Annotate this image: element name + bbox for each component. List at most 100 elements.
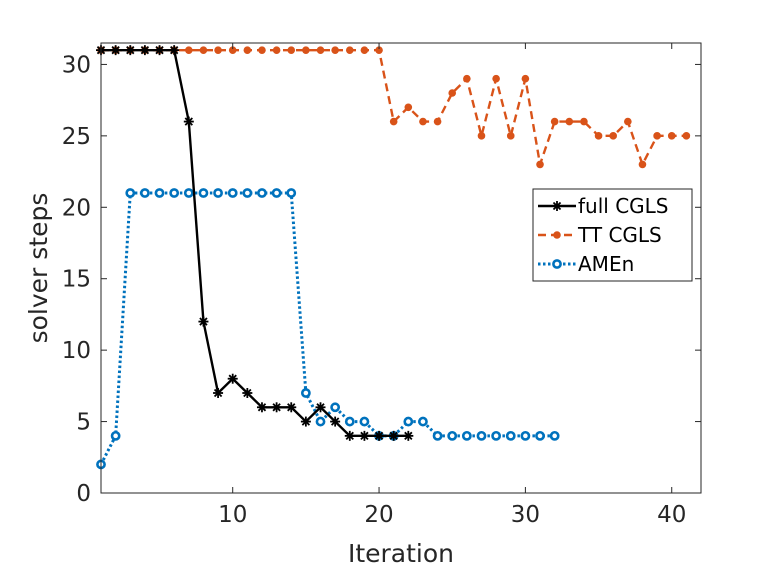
data-point: [110, 430, 121, 441]
data-point: [433, 117, 442, 126]
data-point: [505, 430, 516, 441]
data-point: [624, 117, 632, 126]
y-tick-label: 30: [62, 52, 91, 78]
data-point: [506, 132, 515, 140]
data-point: [638, 160, 647, 169]
data-point: [139, 45, 150, 56]
data-point: [242, 188, 253, 198]
data-point: [419, 117, 427, 126]
data-point: [609, 132, 617, 140]
data-point: [183, 188, 194, 198]
data-point: [213, 388, 224, 398]
data-point: [256, 402, 267, 413]
data-point: [447, 430, 458, 441]
data-point: [330, 402, 341, 413]
data-point: [550, 117, 559, 126]
data-point: [653, 132, 661, 140]
data-point: [125, 45, 136, 56]
data-point: [198, 188, 209, 198]
data-point: [302, 46, 310, 54]
y-tick-label: 15: [62, 267, 91, 293]
data-point: [549, 430, 560, 441]
data-point: [520, 430, 531, 441]
data-point: [477, 132, 486, 140]
data-point: [242, 388, 253, 398]
data-point: [227, 373, 238, 384]
data-point: [594, 132, 603, 140]
data-point: [521, 74, 530, 83]
data-point: [388, 430, 399, 441]
legend-label-tt-cgls: TT CGLS: [577, 223, 662, 247]
data-point: [461, 430, 472, 441]
series-line: [101, 48, 409, 438]
data-point: [403, 416, 414, 427]
data-point: [491, 430, 502, 441]
data-point: [154, 45, 165, 56]
y-tick-label: 0: [76, 481, 91, 507]
data-point: [374, 430, 385, 441]
data-point: [492, 74, 500, 83]
data-point: [214, 46, 222, 54]
data-point: [404, 103, 413, 112]
data-point: [125, 188, 136, 198]
data-point: [463, 74, 471, 83]
data-point: [359, 430, 370, 441]
y-tick-label: 25: [62, 124, 91, 150]
data-point: [344, 430, 355, 441]
legend-marker: [552, 259, 562, 269]
data-point: [169, 45, 180, 56]
data-point: [403, 430, 414, 441]
axes-box: [100, 42, 702, 494]
data-point: [169, 188, 180, 198]
data-point: [476, 430, 487, 441]
series-full-cgls: [96, 45, 414, 441]
data-point: [315, 416, 326, 427]
data-point: [345, 46, 354, 54]
data-point: [287, 46, 296, 54]
data-point: [432, 430, 443, 441]
data-point: [316, 46, 325, 54]
data-point: [536, 160, 544, 169]
data-point: [389, 117, 398, 126]
data-point: [257, 188, 267, 198]
x-tick-label: 10: [218, 502, 247, 528]
data-point: [580, 117, 588, 126]
y-tick-label: 5: [76, 410, 91, 436]
data-point: [682, 132, 691, 140]
data-point: [227, 188, 238, 198]
data-point: [448, 89, 457, 97]
legend-label-amen: AMEn: [578, 252, 634, 276]
data-point: [199, 46, 208, 54]
data-point: [213, 188, 223, 198]
data-point: [286, 188, 297, 198]
data-point: [154, 188, 165, 198]
x-tick-label: 30: [511, 502, 540, 528]
data-point: [271, 402, 282, 413]
data-point: [228, 46, 237, 54]
data-point: [300, 416, 311, 427]
data-point: [360, 46, 369, 54]
data-point: [198, 316, 209, 327]
data-point: [243, 46, 252, 54]
x-tick-label: 40: [657, 502, 686, 528]
data-point: [667, 132, 676, 140]
x-axis-label: Iteration: [348, 539, 454, 568]
data-point: [344, 416, 355, 427]
data-point: [331, 46, 339, 54]
legend-marker: [553, 231, 561, 239]
data-point: [110, 45, 121, 56]
data-point: [359, 416, 370, 427]
data-point: [300, 388, 311, 398]
legend-label-full-cgls: full CGLS: [578, 194, 669, 218]
data-point: [271, 188, 282, 198]
legend: full CGLS TT CGLS AMEn: [532, 188, 693, 282]
data-point: [183, 116, 194, 127]
data-point: [330, 416, 341, 427]
y-tick-label: 10: [62, 338, 91, 364]
data-point: [418, 416, 428, 427]
data-point: [140, 188, 150, 198]
data-point: [535, 430, 545, 441]
data-point: [185, 46, 193, 54]
data-point: [565, 117, 574, 126]
